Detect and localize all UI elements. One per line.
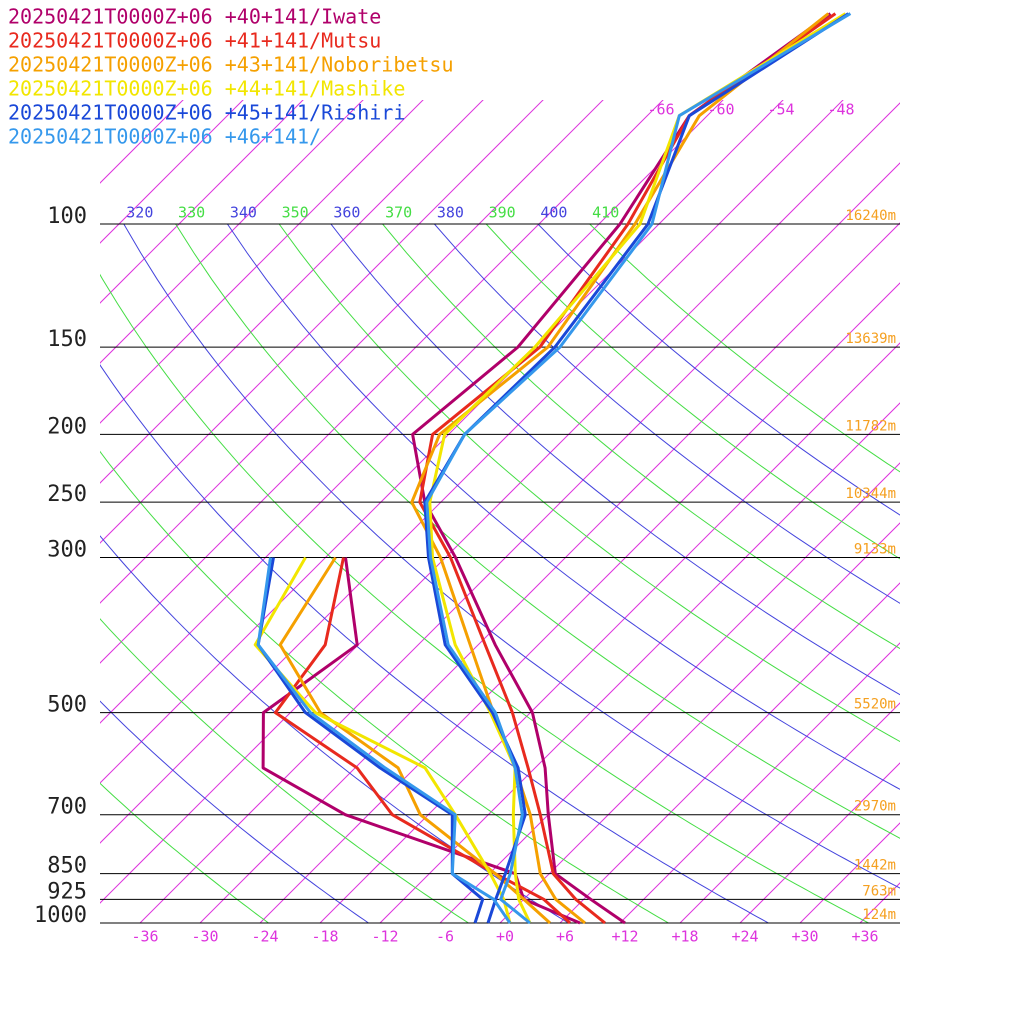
adiabat-label: 320: [126, 204, 153, 222]
isotherm: [100, 100, 244, 244]
legend-entry: 20250421T0000Z+06 +44+141/Mashike: [8, 77, 405, 101]
adiabat-label: 400: [540, 204, 567, 222]
height-label: 124m: [862, 907, 896, 923]
isotherm: [739, 762, 900, 923]
temperature-line: [425, 12, 852, 925]
x-tick-label: -12: [371, 928, 398, 946]
dry-adiabat: [537, 224, 900, 516]
adiabat-label: 380: [437, 204, 464, 222]
isotherm: [259, 282, 900, 923]
isotherm: [799, 822, 900, 923]
isotherm: [100, 100, 844, 844]
x-tick-label: +36: [851, 928, 878, 946]
legend-entry: 20250421T0000Z+06 +41+141/Mutsu: [8, 29, 381, 53]
legend-entry: 20250421T0000Z+06 +45+141/Rishiri: [8, 101, 405, 125]
isotherm-label: -66: [647, 101, 674, 119]
x-tick-label: +24: [731, 928, 758, 946]
isotherm: [139, 162, 900, 923]
height-label: 5520m: [854, 697, 896, 713]
dewpoint-line: [256, 557, 512, 924]
x-tick-label: -36: [131, 928, 158, 946]
x-tick-label: -18: [311, 928, 338, 946]
dry-adiabat: [123, 224, 900, 889]
x-tick-label: +6: [556, 928, 574, 946]
temperature-line: [423, 12, 850, 924]
height-label: 1442m: [854, 858, 896, 874]
isotherm: [559, 582, 900, 923]
isotherm: [319, 342, 900, 923]
x-tick-label: +12: [611, 928, 638, 946]
pressure-label: 925: [47, 879, 87, 904]
isotherm: [199, 222, 900, 923]
temperature-line: [428, 12, 847, 924]
legend-entry: 20250421T0000Z+06 +40+141/Iwate: [8, 5, 381, 29]
isotherm: [100, 100, 304, 304]
temperature-line: [411, 12, 832, 925]
legend-entry: 20250421T0000Z+06 +46+141/: [8, 125, 321, 149]
adiabat-label: 360: [333, 204, 360, 222]
dewpoint-line: [273, 557, 572, 925]
adiabat-label: 330: [178, 204, 205, 222]
isotherm: [100, 100, 424, 424]
dewpoint-line: [278, 556, 552, 925]
adiabat-label: 370: [385, 204, 412, 222]
pressure-label: 200: [47, 414, 87, 439]
height-label: 2970m: [854, 799, 896, 815]
isotherm: [100, 100, 784, 784]
pressure-label: 100: [47, 204, 87, 229]
x-tick-label: +30: [791, 928, 818, 946]
isotherm: [100, 100, 484, 484]
x-tick-label: -6: [436, 928, 454, 946]
isotherm: [679, 702, 900, 923]
adiabat-label: 350: [282, 204, 309, 222]
pressure-label: 1000: [34, 903, 87, 928]
pressure-label: 850: [47, 854, 87, 879]
dry-adiabat: [382, 224, 900, 650]
isotherm: [100, 100, 184, 184]
x-tick-label: -30: [191, 928, 218, 946]
pressure-label: 300: [47, 538, 87, 563]
x-tick-label: +0: [496, 928, 514, 946]
height-label: 11782m: [845, 418, 896, 434]
temperature-line: [410, 12, 830, 925]
height-label: 10344m: [845, 486, 896, 502]
isotherm-label: -54: [767, 101, 794, 119]
adiabat-label: 340: [230, 204, 257, 222]
height-label: 13639m: [845, 331, 896, 347]
adiabat-label: 390: [489, 204, 516, 222]
isotherm: [100, 100, 604, 604]
pressure-label: 700: [47, 795, 87, 820]
dry-adiabat: [175, 224, 900, 839]
pressure-label: 150: [47, 327, 87, 352]
isotherm: [100, 100, 544, 544]
pressure-label: 250: [47, 482, 87, 507]
x-tick-label: -24: [251, 928, 278, 946]
legend-entry: 20250421T0000Z+06 +43+141/Noboribetsu: [8, 53, 454, 77]
height-label: 9133m: [854, 542, 896, 558]
isotherm-layer: [100, 100, 900, 923]
height-label: 763m: [862, 883, 896, 899]
temperature-line: [418, 12, 837, 925]
isotherm: [439, 462, 900, 923]
isotherm: [499, 522, 900, 923]
isotherm: [100, 100, 364, 364]
isotherm: [619, 642, 900, 923]
isotherm: [379, 402, 900, 923]
dry-adiabat: [278, 224, 900, 743]
isotherm: [100, 102, 900, 904]
dry-adiabat: [589, 224, 900, 473]
pressure-label: 500: [47, 693, 87, 718]
isotherm-label: -48: [827, 101, 854, 119]
adiabat-label: 410: [592, 204, 619, 222]
dewpoint-line: [261, 557, 581, 925]
height-label: 16240m: [845, 208, 896, 224]
x-tick-label: +18: [671, 928, 698, 946]
